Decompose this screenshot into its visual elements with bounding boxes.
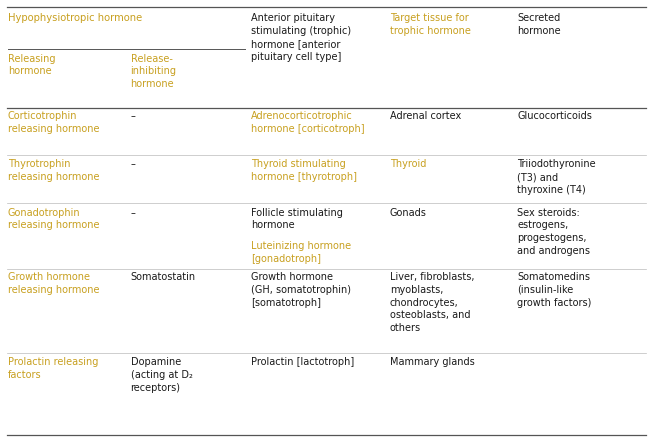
Text: Hypophysiotropic hormone: Hypophysiotropic hormone [8,13,142,23]
Text: Prolactin releasing
factors: Prolactin releasing factors [8,357,98,380]
Text: Gonadotrophin
releasing hormone: Gonadotrophin releasing hormone [8,208,99,231]
Text: Adrenocorticotrophic
hormone [corticotroph]: Adrenocorticotrophic hormone [corticotro… [251,111,365,134]
Text: Thyrotrophin
releasing hormone: Thyrotrophin releasing hormone [8,159,99,182]
Text: Target tissue for
trophic hormone: Target tissue for trophic hormone [390,13,471,36]
Text: Gonads: Gonads [390,208,426,218]
Text: Growth hormone
releasing hormone: Growth hormone releasing hormone [8,272,99,295]
Text: Glucocorticoids: Glucocorticoids [517,111,592,121]
Text: –: – [131,111,135,121]
Text: Sex steroids:
estrogens,
progestogens,
and androgens: Sex steroids: estrogens, progestogens, a… [517,208,590,256]
Text: Releasing
hormone: Releasing hormone [8,54,56,77]
Text: Prolactin [lactotroph]: Prolactin [lactotroph] [251,357,355,367]
Text: Corticotrophin
releasing hormone: Corticotrophin releasing hormone [8,111,99,134]
Text: Anterior pituitary
stimulating (trophic)
hormone [anterior
pituitary cell type]: Anterior pituitary stimulating (trophic)… [251,13,351,62]
Text: –: – [131,159,135,169]
Text: Adrenal cortex: Adrenal cortex [390,111,461,121]
Text: Triiodothyronine
(T3) and
thyroxine (T4): Triiodothyronine (T3) and thyroxine (T4) [517,159,596,195]
Text: Release-
inhibiting
hormone: Release- inhibiting hormone [131,54,176,89]
Text: Liver, fibroblasts,
myoblasts,
chondrocytes,
osteoblasts, and
others: Liver, fibroblasts, myoblasts, chondrocy… [390,272,474,333]
Text: Thyroid stimulating
hormone [thyrotroph]: Thyroid stimulating hormone [thyrotroph] [251,159,357,182]
Text: Follicle stimulating
hormone: Follicle stimulating hormone [251,208,343,243]
Text: Mammary glands: Mammary glands [390,357,475,367]
Text: –: – [131,208,135,218]
Text: Somatostatin: Somatostatin [131,272,196,282]
Text: Somatomedins
(insulin-like
growth factors): Somatomedins (insulin-like growth factor… [517,272,592,308]
Text: Secreted
hormone: Secreted hormone [517,13,561,36]
Text: Luteinizing hormone
[gonadotroph]: Luteinizing hormone [gonadotroph] [251,241,351,264]
Text: Dopamine
(acting at D₂
receptors): Dopamine (acting at D₂ receptors) [131,357,193,393]
Text: Thyroid: Thyroid [390,159,426,169]
Text: Growth hormone
(GH, somatotrophin)
[somatotroph]: Growth hormone (GH, somatotrophin) [soma… [251,272,351,308]
